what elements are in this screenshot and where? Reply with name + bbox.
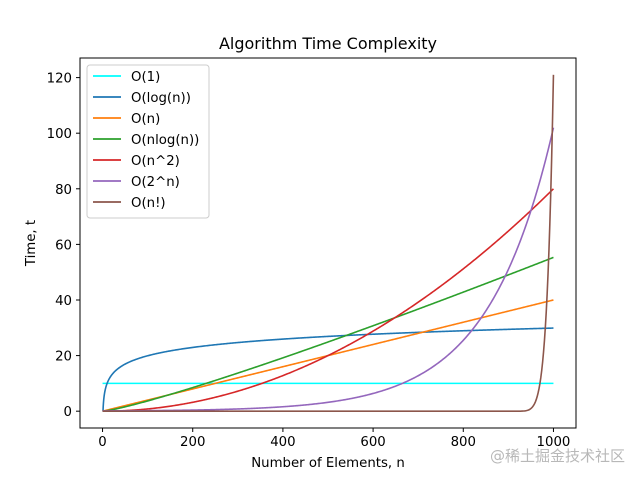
legend: O(1) O(log(n)) O(n) O(nlog(n)) O(n^2) O(2^n) O… <box>86 64 210 219</box>
legend-label: O(1) <box>131 70 160 85</box>
y-tick-label: 120 <box>47 72 72 87</box>
x-tick-label: 600 <box>360 435 385 450</box>
plot-area <box>102 74 555 412</box>
y-tick-label: 40 <box>55 294 72 309</box>
chart-title: Algorithm Time Complexity <box>219 34 437 53</box>
x-tick-label: 1000 <box>537 435 571 450</box>
legend-label: O(2^n) <box>131 175 180 190</box>
series-line-1 <box>102 327 554 412</box>
series-line-4 <box>102 188 555 412</box>
watermark: @稀土掘金技术社区 <box>490 447 625 465</box>
x-tick-label: 800 <box>451 435 476 450</box>
x-tick-label: 0 <box>98 435 106 450</box>
legend-label: O(n) <box>131 112 160 127</box>
plot-frame <box>79 57 577 429</box>
legend-label: O(nlog(n)) <box>131 133 199 148</box>
x-tick-label: 400 <box>270 435 295 450</box>
y-tick-label: 80 <box>55 183 72 198</box>
legend-box <box>86 64 210 219</box>
y-tick-label: 60 <box>55 238 72 253</box>
legend-label: O(n!) <box>131 196 166 211</box>
x-axis-label: Number of Elements, n <box>251 456 405 471</box>
y-tick-label: 100 <box>47 127 72 142</box>
series-line-6 <box>102 74 555 412</box>
legend-label: O(log(n)) <box>131 91 191 106</box>
x-tick-label: 200 <box>180 435 205 450</box>
series-line-5 <box>102 127 555 412</box>
series-line-3 <box>102 256 554 412</box>
axes: 0 200 400 600 800 1000 0 20 40 60 80 100 120 <box>47 57 577 450</box>
y-tick-label: 0 <box>64 405 72 420</box>
y-tick-label: 20 <box>55 350 72 365</box>
y-axis-label: Time, t <box>24 220 39 267</box>
legend-label: O(n^2) <box>131 154 180 169</box>
